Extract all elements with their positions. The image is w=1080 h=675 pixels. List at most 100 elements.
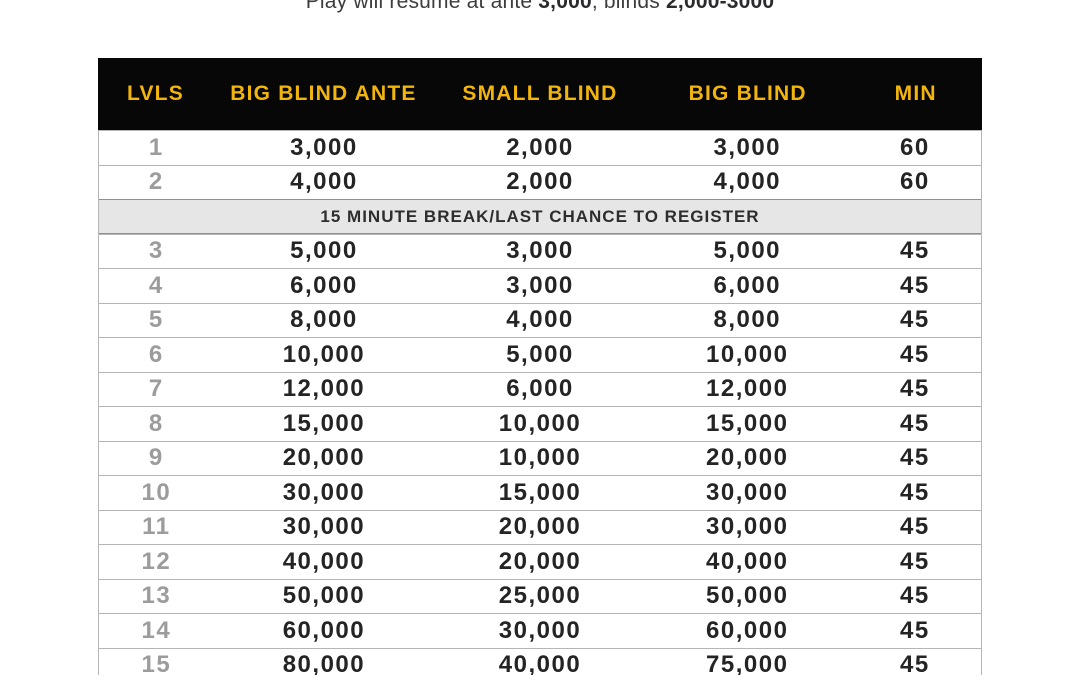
small-blind-cell: 20,000 bbox=[498, 547, 582, 575]
table-row: 1 3,000 2,000 3,000 60 bbox=[99, 130, 981, 165]
min-cell: 45 bbox=[899, 582, 930, 610]
min-cell: 45 bbox=[899, 444, 930, 472]
big-blind-ante-cell: 80,000 bbox=[282, 651, 366, 675]
big-blind-ante-cell: 6,000 bbox=[290, 271, 358, 299]
big-blind-ante-cell: 5,000 bbox=[290, 237, 358, 265]
table-row: 7 12,000 6,000 12,000 45 bbox=[99, 371, 981, 407]
big-blind-cell: 10,000 bbox=[706, 340, 789, 368]
level-cell: 15 bbox=[141, 651, 172, 675]
level-cell: 12 bbox=[141, 547, 172, 575]
break-row: 15 MINUTE BREAK/LAST CHANCE TO REGISTER bbox=[99, 199, 981, 234]
notice-ante-value: 3,000 bbox=[538, 0, 592, 13]
header-cell-big-blind-ante: BIG BLIND ANTE bbox=[230, 82, 417, 105]
big-blind-ante-cell: 20,000 bbox=[282, 444, 366, 472]
level-cell: 14 bbox=[141, 616, 172, 644]
big-blind-cell: 15,000 bbox=[706, 409, 789, 437]
table-row: 13 50,000 25,000 50,000 45 bbox=[99, 578, 981, 614]
level-cell: 6 bbox=[148, 340, 164, 368]
big-blind-ante-cell: 60,000 bbox=[282, 616, 366, 644]
small-blind-cell: 2,000 bbox=[506, 133, 574, 161]
min-cell: 45 bbox=[899, 513, 930, 541]
min-cell: 45 bbox=[899, 547, 930, 575]
big-blind-ante-cell: 12,000 bbox=[282, 375, 366, 403]
small-blind-cell: 2,000 bbox=[506, 168, 574, 196]
level-cell: 7 bbox=[148, 375, 164, 403]
min-cell: 45 bbox=[899, 375, 930, 403]
big-blind-ante-cell: 4,000 bbox=[290, 168, 358, 196]
small-blind-cell: 3,000 bbox=[506, 237, 574, 265]
big-blind-ante-cell: 30,000 bbox=[282, 478, 366, 506]
header-cell-big-blind: BIG BLIND bbox=[688, 82, 807, 105]
level-cell: 3 bbox=[148, 237, 164, 265]
big-blind-cell: 6,000 bbox=[713, 271, 782, 299]
level-cell: 1 bbox=[148, 133, 164, 161]
notice-blinds-value: 2,000-3000 bbox=[666, 0, 775, 13]
big-blind-cell: 30,000 bbox=[706, 513, 789, 541]
small-blind-cell: 10,000 bbox=[498, 444, 582, 472]
min-cell: 45 bbox=[899, 409, 930, 437]
big-blind-cell: 60,000 bbox=[706, 616, 789, 644]
table-row: 2 4,000 2,000 4,000 60 bbox=[99, 164, 981, 200]
table-row: 10 30,000 15,000 30,000 45 bbox=[99, 475, 981, 510]
notice-middle: , blinds bbox=[591, 0, 667, 13]
level-cell: 11 bbox=[142, 513, 171, 541]
level-cell: 5 bbox=[148, 306, 164, 334]
notice-prefix: Play will resume at ante bbox=[305, 0, 539, 13]
big-blind-ante-cell: 8,000 bbox=[290, 306, 358, 334]
level-cell: 8 bbox=[148, 409, 164, 437]
small-blind-cell: 25,000 bbox=[498, 582, 582, 610]
table-row: 14 60,000 30,000 60,000 45 bbox=[99, 613, 981, 648]
small-blind-cell: 6,000 bbox=[506, 375, 574, 403]
small-blind-cell: 3,000 bbox=[506, 271, 574, 299]
big-blind-cell: 12,000 bbox=[706, 375, 789, 403]
small-blind-cell: 10,000 bbox=[498, 409, 582, 437]
small-blind-cell: 15,000 bbox=[498, 478, 582, 506]
min-cell: 45 bbox=[899, 306, 930, 334]
big-blind-cell: 40,000 bbox=[706, 547, 789, 575]
table-body: 1 3,000 2,000 3,000 60 2 4,000 2,000 4,000 60 15 M… bbox=[99, 130, 981, 675]
min-cell: 45 bbox=[899, 616, 930, 644]
big-blind-cell: 30,000 bbox=[706, 478, 789, 506]
min-cell: 45 bbox=[899, 271, 930, 299]
table-row: 12 40,000 20,000 40,000 45 bbox=[99, 544, 981, 579]
big-blind-cell: 50,000 bbox=[706, 582, 789, 610]
min-cell: 45 bbox=[899, 237, 930, 265]
table-row: 4 6,000 3,000 6,000 45 bbox=[99, 268, 981, 303]
table-row: 11 30,000 20,000 30,000 45 bbox=[99, 509, 981, 545]
level-cell: 4 bbox=[148, 271, 164, 299]
big-blind-cell: 4,000 bbox=[713, 168, 782, 196]
min-cell: 45 bbox=[899, 340, 930, 368]
big-blind-cell: 20,000 bbox=[706, 444, 789, 472]
header-cell-min: MIN bbox=[894, 82, 937, 105]
big-blind-ante-cell: 10,000 bbox=[282, 340, 366, 368]
big-blind-cell: 75,000 bbox=[706, 651, 789, 675]
level-cell: 10 bbox=[141, 478, 172, 506]
big-blind-cell: 3,000 bbox=[713, 133, 782, 161]
table-row: 8 15,000 10,000 15,000 45 bbox=[99, 406, 981, 441]
big-blind-ante-cell: 40,000 bbox=[282, 547, 366, 575]
table-row: 3 5,000 3,000 5,000 45 bbox=[99, 233, 981, 269]
small-blind-cell: 20,000 bbox=[498, 513, 582, 541]
level-cell: 9 bbox=[148, 444, 164, 472]
big-blind-ante-cell: 15,000 bbox=[282, 409, 366, 437]
table-header-row: LVLS BIG BLIND ANTE SMALL BLIND BIG BLIN… bbox=[98, 58, 982, 130]
small-blind-cell: 30,000 bbox=[498, 616, 582, 644]
big-blind-ante-cell: 3,000 bbox=[290, 133, 358, 161]
level-cell: 13 bbox=[141, 582, 172, 610]
small-blind-cell: 4,000 bbox=[506, 306, 574, 334]
big-blind-cell: 5,000 bbox=[713, 237, 782, 265]
blind-structure-table: LVLS BIG BLIND ANTE SMALL BLIND BIG BLIN… bbox=[98, 58, 982, 675]
min-cell: 45 bbox=[899, 651, 930, 675]
small-blind-cell: 5,000 bbox=[506, 340, 574, 368]
big-blind-ante-cell: 30,000 bbox=[282, 513, 366, 541]
small-blind-cell: 40,000 bbox=[498, 651, 582, 675]
table-row: 9 20,000 10,000 20,000 45 bbox=[99, 440, 981, 476]
big-blind-cell: 8,000 bbox=[713, 306, 782, 334]
header-cell-small-blind: SMALL BLIND bbox=[462, 82, 618, 105]
min-cell: 60 bbox=[899, 133, 930, 161]
min-cell: 45 bbox=[899, 478, 930, 506]
min-cell: 60 bbox=[899, 168, 930, 196]
big-blind-ante-cell: 50,000 bbox=[282, 582, 366, 610]
header-cell-lvls: LVLS bbox=[126, 82, 184, 105]
resume-notice: Play will resume at ante 3,000, blinds 2… bbox=[0, 0, 1080, 14]
